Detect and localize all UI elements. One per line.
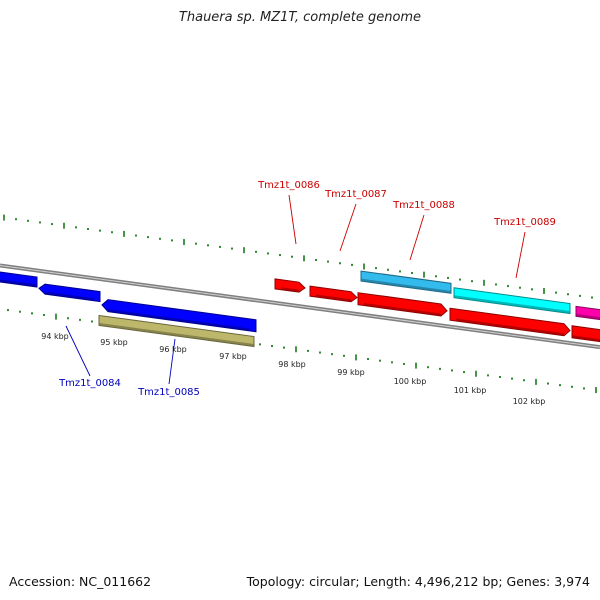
gene-label-reverse: Tmz1t_0084: [58, 378, 121, 389]
backbone: [0, 263, 600, 350]
map-title: Thauera sp. MZ1T, complete genome: [178, 10, 422, 25]
gene-arrow-blue-3-shade: [108, 309, 250, 331]
gene-arrow-red-2: [309, 285, 358, 303]
gene-label-forward: Tmz1t_0086: [257, 180, 320, 191]
ruler-label: 98 kbp: [278, 360, 306, 369]
gene-box-olive-shade: [99, 322, 254, 347]
gene-labels: Tmz1t_0086 Tmz1t_0087 Tmz1t_0088 Tmz1t_0089…: [58, 180, 556, 398]
gene-arrow-red-3: [357, 292, 448, 317]
gene-leader-line: [409, 214, 425, 261]
ruler-labels: 94 kbp 95 kbp 96 kbp 97 kbp 98 kbp 99 kbp 100 …: [41, 332, 545, 406]
gene-features: [0, 270, 600, 348]
ruler-label: 94 kbp: [41, 332, 69, 341]
ruler-label: 99 kbp: [337, 368, 365, 377]
gene-label-forward: Tmz1t_0089: [493, 217, 556, 228]
gene-arrow-red-3-shade: [364, 303, 441, 316]
gene-leader-line: [339, 203, 357, 252]
gene-label-forward: Tmz1t_0088: [392, 200, 455, 211]
gene-leader-line: [288, 194, 297, 245]
gene-arrow-red-2-shade: [316, 294, 351, 302]
ruler-label: 96 kbp: [159, 345, 187, 354]
gene-arrow-red-5-shade: [572, 335, 600, 342]
ruler-label: 100 kbp: [394, 377, 427, 386]
gene-leader-line: [168, 338, 176, 385]
gene-label-forward: Tmz1t_0087: [324, 189, 387, 200]
gene-arrow-red-4-shade: [456, 318, 564, 336]
topology-text: Topology: circular; Length: 4,496,212 bp…: [246, 574, 590, 589]
gene-arrow-blue-1-shade: [0, 279, 37, 288]
ruler-label: 102 kbp: [513, 397, 546, 406]
gene-label-reverse: Tmz1t_0085: [137, 387, 200, 398]
gene-leader-line: [515, 231, 526, 279]
gene-arrow-red-1-shade: [281, 287, 299, 293]
ruler-label: 101 kbp: [454, 386, 487, 395]
ruler-label: 95 kbp: [100, 338, 128, 347]
gene-leader-line: [65, 325, 91, 377]
gene-arrow-blue-3: [101, 299, 257, 333]
accession-text: Accession: NC_011662: [9, 574, 152, 589]
gene-arrow-red-4: [449, 307, 571, 337]
gene-box-cyan-shade: [454, 295, 570, 314]
gene-box-magenta-shade: [576, 313, 600, 320]
gene-arrow-blue-2-shade: [45, 291, 94, 301]
ruler-label: 97 kbp: [219, 352, 247, 361]
gene-box-skyblue-shade: [361, 278, 451, 294]
backbone-highlight: [0, 265, 600, 348]
